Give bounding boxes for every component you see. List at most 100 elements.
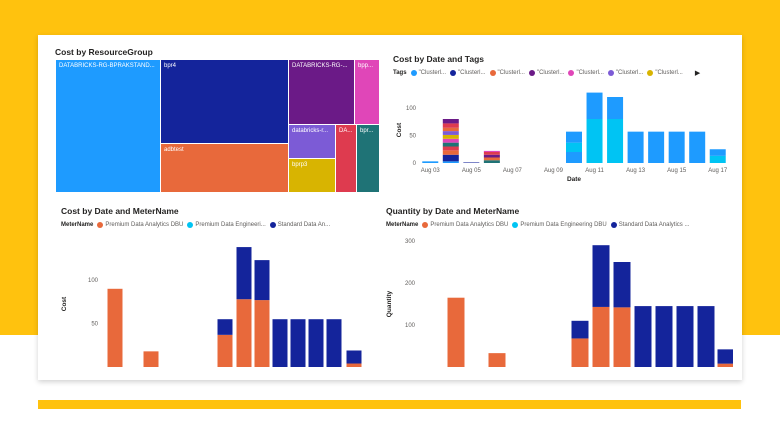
bar-segment[interactable]	[613, 307, 631, 367]
y-axis-label: Cost	[396, 122, 403, 137]
bar-segment[interactable]	[442, 131, 459, 135]
bar-segment[interactable]	[442, 123, 459, 128]
bar-segment[interactable]	[689, 131, 706, 163]
bar-segment[interactable]	[217, 334, 233, 367]
y-tick-label: 100	[88, 278, 99, 284]
legend-item[interactable]: "Clusterl...	[489, 70, 525, 76]
y-axis-label: Cost	[61, 296, 68, 311]
bar-segment[interactable]	[254, 260, 270, 301]
bar-segment[interactable]	[607, 97, 624, 119]
bar-segment[interactable]	[308, 319, 324, 367]
bar-segment[interactable]	[566, 131, 582, 143]
treemap-tile[interactable]: bpr...	[357, 125, 380, 193]
bar-segment[interactable]	[326, 319, 342, 367]
bar-segment[interactable]	[709, 155, 726, 163]
bar-segment[interactable]	[442, 161, 459, 163]
bar-segment[interactable]	[717, 349, 734, 364]
bar-segment[interactable]	[592, 245, 610, 307]
bar-segment[interactable]	[236, 247, 252, 300]
treemap-tile[interactable]: bprp3	[289, 159, 336, 193]
bar-segment[interactable]	[607, 119, 624, 163]
bar-segment[interactable]	[586, 119, 603, 163]
bar-segment[interactable]	[442, 150, 459, 155]
bar-segment[interactable]	[143, 351, 159, 367]
bar-segment[interactable]	[571, 338, 589, 367]
bar-segment[interactable]	[483, 157, 500, 161]
legend-item[interactable]: "Clusterl...	[607, 70, 643, 76]
chart-title-cost-by-tags: Cost by Date and Tags	[393, 54, 484, 64]
bar-segment[interactable]	[655, 306, 673, 367]
bar-segment[interactable]	[676, 306, 694, 367]
legend-item[interactable]: "Clusterl...	[647, 70, 683, 76]
legend-item[interactable]: "Clusterl...	[410, 70, 446, 76]
treemap: DATABRICKS-RG-BPRAKSTAND... bpr4 adbtest…	[56, 60, 380, 193]
bar-segment[interactable]	[447, 297, 465, 367]
bar-segment[interactable]	[566, 152, 582, 163]
bar-segment[interactable]	[422, 161, 439, 163]
bar-segment[interactable]	[346, 350, 362, 364]
bar-segment[interactable]	[592, 306, 610, 367]
bar-segment[interactable]	[107, 288, 123, 367]
bar-segment[interactable]	[442, 119, 459, 124]
bar-segment[interactable]	[483, 154, 500, 158]
y-tick-label: 300	[405, 239, 416, 245]
bar-segment[interactable]	[442, 142, 459, 147]
legend-item[interactable]: Premium Data Analytics DBU	[422, 222, 508, 228]
treemap-tile[interactable]: DATABRICKS-RG-BPRAKSTAND...	[56, 60, 161, 193]
y-axis-label: Quantity	[386, 290, 393, 317]
treemap-tile[interactable]: adbtest	[161, 144, 289, 193]
bar-segment[interactable]	[634, 306, 652, 367]
bar-segment[interactable]	[272, 319, 288, 367]
bar-segment[interactable]	[442, 154, 459, 162]
legend-dot	[607, 70, 614, 76]
treemap-tile[interactable]: DA...	[336, 125, 357, 193]
y-tick-label: 200	[405, 281, 416, 287]
bar-segment[interactable]	[709, 149, 726, 156]
legend-item[interactable]: "Clusterl...	[568, 70, 604, 76]
treemap-tile[interactable]: databricks-r...	[289, 125, 336, 159]
bar-segment[interactable]	[613, 262, 631, 308]
legend-dot	[489, 70, 496, 76]
bar-segment[interactable]	[668, 131, 685, 163]
legend-next-arrow-icon[interactable]: ▶	[694, 70, 701, 77]
legend-item[interactable]: Premium Data Analytics DBU	[97, 222, 183, 228]
bar-segment[interactable]	[627, 131, 644, 163]
treemap-tile[interactable]: bpp...	[355, 60, 380, 125]
legend-item[interactable]: "Clusterl...	[528, 70, 564, 76]
bar-segment[interactable]	[566, 142, 582, 152]
legend-meter-cost: MeterName Premium Data Analytics DBU Pre…	[61, 222, 334, 228]
bar-segment[interactable]	[483, 152, 500, 155]
legend-dot	[97, 222, 104, 228]
bar-segment[interactable]	[236, 299, 252, 367]
legend-label: Tags	[393, 70, 407, 76]
bar-segment[interactable]	[697, 306, 715, 367]
bar-segment[interactable]	[483, 160, 500, 163]
bar-segment[interactable]	[346, 363, 362, 367]
treemap-tile[interactable]: bpr4	[161, 60, 289, 144]
dashboard-card: Cost by ResourceGroup DATABRICKS-RG-BPRA…	[38, 35, 742, 380]
bar-segment[interactable]	[586, 92, 603, 119]
legend-dot	[422, 222, 429, 228]
bar-segment[interactable]	[488, 353, 506, 367]
bar-segment[interactable]	[483, 150, 500, 152]
legend-item[interactable]: Premium Data Engineering DBU	[512, 222, 607, 228]
bar-segment[interactable]	[571, 320, 589, 339]
legend-item[interactable]: Standard Data An...	[269, 222, 330, 228]
bar-segment[interactable]	[442, 138, 459, 143]
legend-item[interactable]: "Clusterl...	[450, 70, 486, 76]
bar-segment[interactable]	[254, 300, 270, 367]
bar-segment[interactable]	[442, 134, 459, 139]
treemap-tile[interactable]: DATABRICKS-RG-...	[289, 60, 355, 125]
bar-segment[interactable]	[463, 162, 480, 163]
bar-segment[interactable]	[290, 319, 306, 367]
x-tick-label: Aug 05	[462, 168, 482, 174]
legend-item[interactable]: Standard Data Analytics ...	[610, 222, 689, 228]
y-tick-label: 50	[91, 322, 98, 328]
bar-segment[interactable]	[217, 319, 233, 335]
bar-segment[interactable]	[648, 131, 665, 163]
legend-meter-quantity: MeterName Premium Data Analytics DBU Pre…	[386, 222, 693, 228]
legend-item[interactable]: Premium Data Engineeri...	[187, 222, 266, 228]
bar-segment[interactable]	[442, 127, 459, 132]
bar-segment[interactable]	[717, 363, 734, 367]
bar-segment[interactable]	[442, 146, 459, 151]
